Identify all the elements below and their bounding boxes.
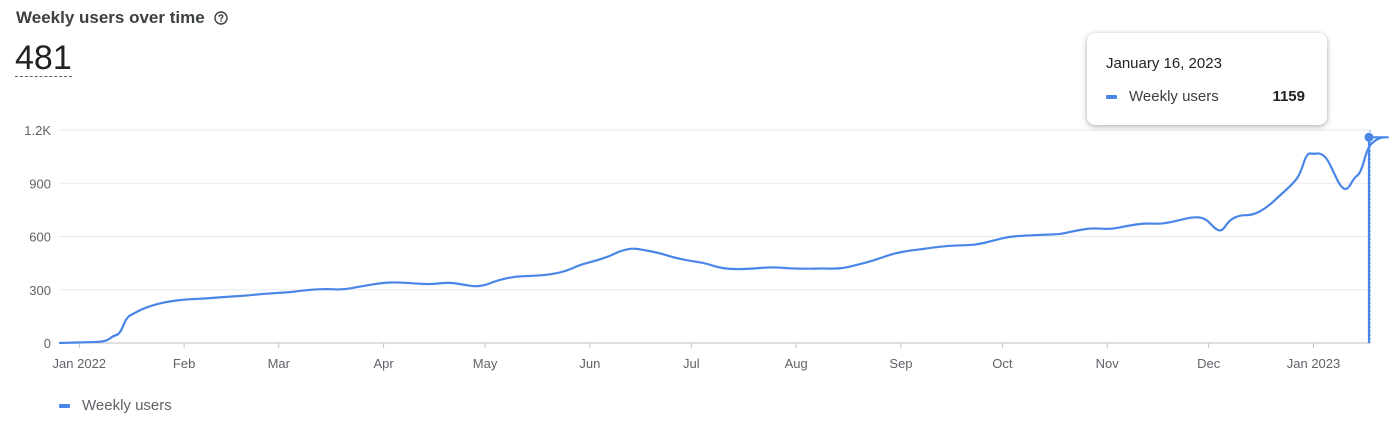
chart-title: Weekly users over time [16,8,205,27]
x-tick-label: Jan 2023 [1287,356,1341,371]
x-tick-label: Dec [1197,356,1221,371]
x-tick-label: May [473,356,498,371]
tooltip-series-name: Weekly users [1129,88,1219,105]
x-tick-label: Jul [683,356,700,371]
x-tick-label: Nov [1096,356,1120,371]
metric-value[interactable]: 481 [15,39,72,77]
x-tick-label: Mar [268,356,291,371]
tooltip-series-swatch [1106,95,1117,99]
x-tick-label: Apr [374,356,395,371]
y-tick-label: 1.2K [24,123,51,138]
x-tick-label: Jun [579,356,600,371]
help-circle-icon[interactable] [213,11,228,25]
hover-point [1364,132,1374,142]
x-tick-label: Feb [173,356,195,371]
legend-label: Weekly users [82,397,172,414]
chart-header: Weekly users over time [16,8,228,28]
x-tick-label: Sep [889,356,912,371]
x-tick-label: Oct [992,356,1013,371]
tooltip-value: 1159 [1272,88,1305,105]
y-tick-label: 0 [44,336,51,351]
tooltip-date: January 16, 2023 [1106,55,1222,72]
chart-legend[interactable]: Weekly users [59,397,172,414]
series-line-weekly-users [58,136,1389,345]
legend-swatch [59,403,70,408]
y-tick-label: 900 [29,176,51,191]
x-tick-label: Aug [785,356,808,371]
y-tick-label: 300 [29,283,51,298]
x-tick-label: Jan 2022 [53,356,107,371]
y-tick-label: 600 [29,230,51,245]
hover-tooltip: January 16, 2023 Weekly users 1159 [1087,33,1327,125]
